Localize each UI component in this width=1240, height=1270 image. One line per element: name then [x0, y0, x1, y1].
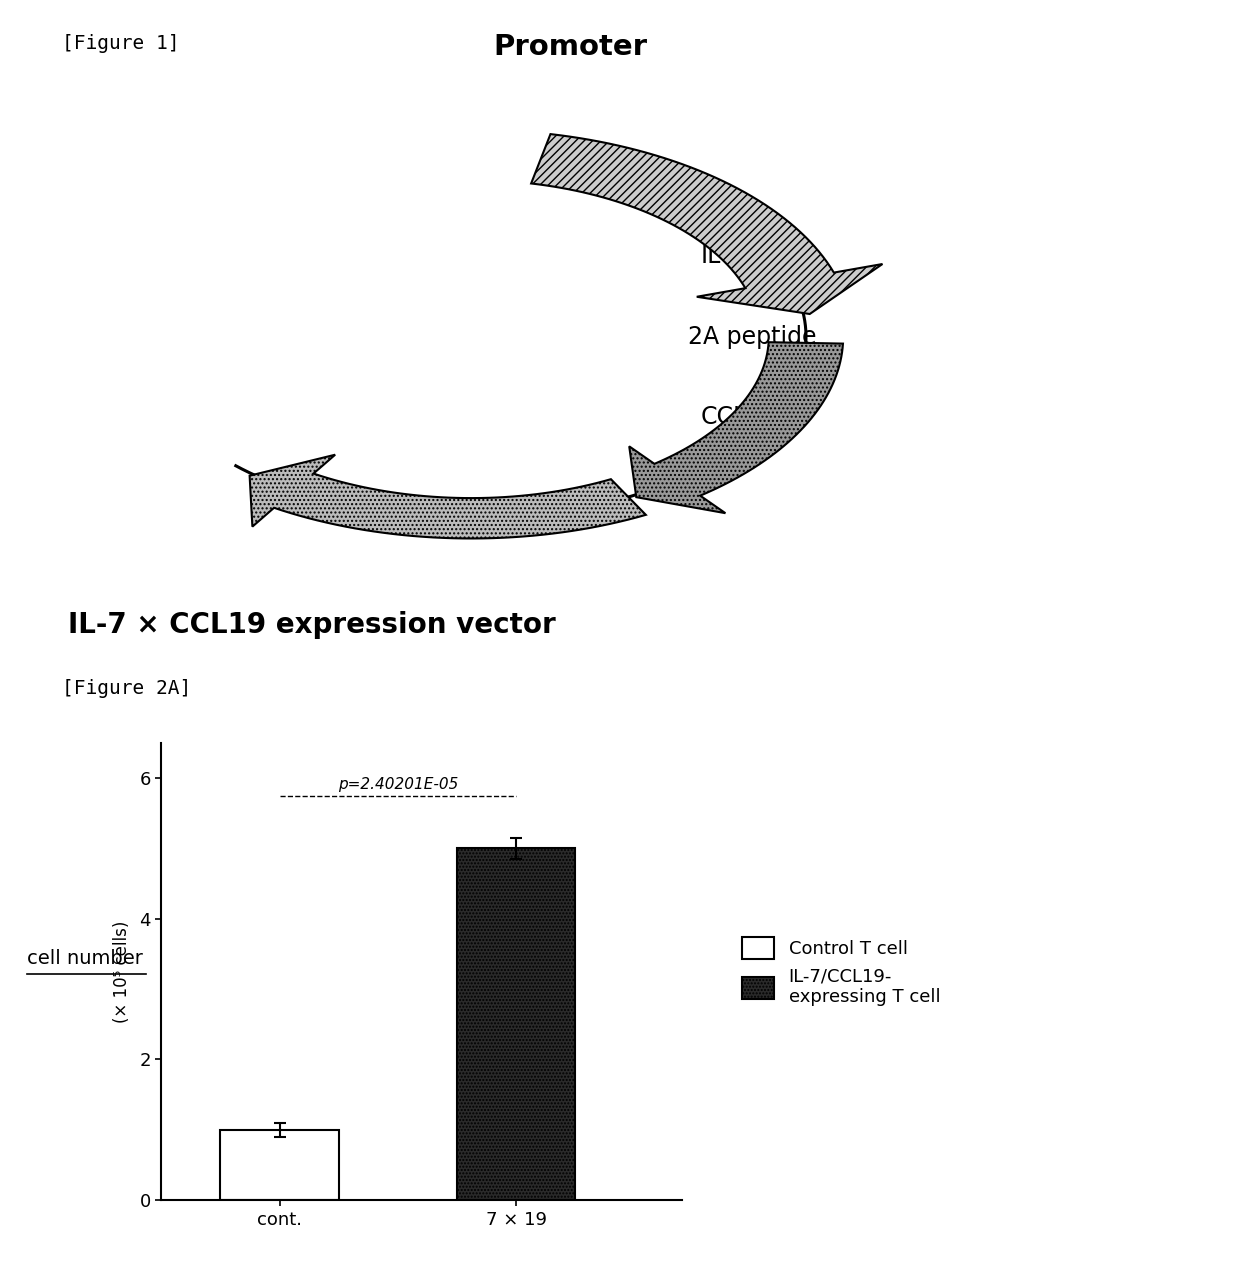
Text: Promoter: Promoter — [494, 33, 647, 61]
Text: IL-7 × CCL19 expression vector: IL-7 × CCL19 expression vector — [68, 611, 556, 640]
Legend: Control T cell, IL-7/CCL19-
expressing T cell: Control T cell, IL-7/CCL19- expressing T… — [733, 927, 950, 1016]
Text: p=2.40201E-05: p=2.40201E-05 — [337, 777, 458, 792]
Text: CCL19: CCL19 — [701, 405, 776, 429]
Polygon shape — [629, 342, 843, 513]
Y-axis label: (× 10⁵ cells): (× 10⁵ cells) — [113, 921, 131, 1022]
Bar — [458, 848, 575, 1200]
Polygon shape — [249, 455, 646, 538]
Text: [Figure 2A]: [Figure 2A] — [62, 679, 191, 699]
Bar — [221, 1130, 339, 1200]
Text: cell number: cell number — [27, 950, 143, 968]
Text: IL–7: IL–7 — [701, 244, 748, 268]
Text: [Figure 1]: [Figure 1] — [62, 34, 180, 52]
Text: 2A peptide: 2A peptide — [688, 325, 817, 348]
Polygon shape — [531, 135, 883, 314]
